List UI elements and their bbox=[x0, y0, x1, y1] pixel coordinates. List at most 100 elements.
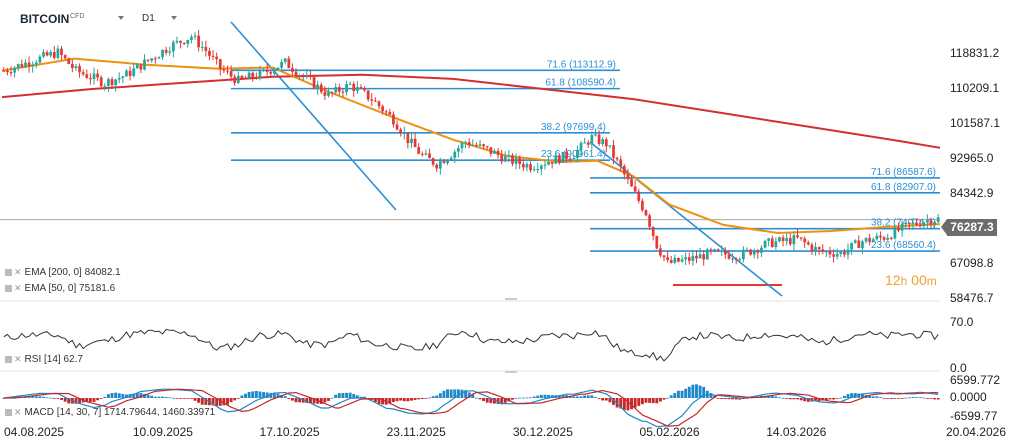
macd-histogram-bar bbox=[709, 393, 713, 398]
macd-histogram-bar bbox=[229, 398, 233, 403]
close-icon[interactable]: ✕ bbox=[14, 283, 22, 293]
macd-histogram-bar bbox=[633, 398, 637, 408]
candle-body bbox=[875, 235, 879, 240]
macd-histogram-bar bbox=[536, 395, 540, 398]
candle-body bbox=[666, 257, 669, 261]
candle-body bbox=[24, 62, 27, 68]
macd-histogram-bar bbox=[918, 397, 922, 398]
trend-line bbox=[589, 141, 783, 297]
candle-body bbox=[763, 240, 767, 248]
macd-histogram-bar bbox=[630, 398, 633, 410]
macd-histogram-bar bbox=[716, 398, 720, 399]
macd-histogram-bar bbox=[803, 398, 807, 402]
y-tick-label: 84342.9 bbox=[950, 186, 994, 200]
macd-histogram-bar bbox=[319, 398, 323, 404]
ema200-line bbox=[1, 73, 941, 149]
macd-histogram-bar bbox=[117, 393, 121, 398]
macd-histogram-bar bbox=[550, 395, 554, 398]
indicator-settings-icon[interactable] bbox=[5, 284, 12, 292]
candle-body bbox=[114, 79, 118, 86]
candle-body bbox=[273, 70, 276, 74]
x-tick-label: 17.10.2025 bbox=[260, 425, 320, 439]
candle-body bbox=[128, 70, 132, 76]
current-price-tag: 76287.3 bbox=[941, 219, 997, 236]
candle-body bbox=[204, 46, 208, 51]
macd-histogram-bar bbox=[835, 398, 839, 399]
candle-body bbox=[287, 58, 291, 69]
candle-body bbox=[749, 249, 752, 255]
close-icon[interactable]: ✕ bbox=[14, 407, 22, 417]
macd-histogram-bar bbox=[485, 398, 489, 403]
macd-histogram-bar bbox=[153, 396, 157, 398]
close-icon[interactable]: ✕ bbox=[14, 267, 22, 277]
macd-histogram-bar bbox=[406, 398, 410, 402]
indicator-settings-icon[interactable] bbox=[5, 408, 12, 416]
candle-body bbox=[713, 249, 716, 251]
symbol-title[interactable]: BITCOIN bbox=[20, 12, 70, 26]
candle-body bbox=[345, 84, 348, 93]
candle-body bbox=[633, 186, 637, 192]
macd-histogram-bar bbox=[435, 395, 439, 398]
candle-body bbox=[366, 90, 370, 100]
candle-body bbox=[283, 58, 287, 62]
candle-body bbox=[60, 48, 63, 56]
macd-histogram-bar bbox=[529, 397, 532, 399]
macd-histogram-bar bbox=[594, 397, 597, 398]
candle-body bbox=[770, 238, 774, 248]
candle-body bbox=[630, 179, 633, 187]
candle-body bbox=[824, 251, 828, 253]
candle-body bbox=[20, 64, 24, 68]
x-tick-label: 20.04.2026 bbox=[946, 425, 1006, 439]
candle-body bbox=[662, 255, 666, 258]
candle-body bbox=[85, 74, 89, 78]
candle-body bbox=[294, 71, 298, 76]
candle-body bbox=[576, 150, 579, 159]
candle-body bbox=[139, 64, 143, 70]
symbol-dropdown-icon[interactable] bbox=[118, 16, 124, 20]
close-icon[interactable]: ✕ bbox=[14, 354, 22, 364]
candle-body bbox=[392, 114, 395, 125]
candle-body bbox=[659, 248, 662, 256]
candle-body bbox=[839, 252, 843, 254]
candle-body bbox=[597, 134, 601, 145]
candle-body bbox=[691, 255, 695, 261]
candle-body bbox=[565, 151, 568, 159]
candle-body bbox=[381, 106, 384, 112]
macd-histogram-bar bbox=[648, 398, 652, 403]
y-tick-label: 67098.8 bbox=[950, 256, 994, 270]
candle-body bbox=[143, 59, 146, 70]
macd-histogram-bar bbox=[125, 394, 128, 398]
macd-histogram-bar bbox=[431, 396, 435, 398]
macd-histogram-bar bbox=[34, 396, 38, 398]
candle-body bbox=[226, 70, 229, 72]
macd-legend-label: MACD [14, 30, 7] 1714.79644, 1460.33971 bbox=[24, 407, 216, 418]
indicator-settings-icon[interactable] bbox=[5, 355, 12, 363]
timeframe-selector[interactable]: D1 bbox=[142, 13, 155, 24]
candle-body bbox=[723, 250, 727, 255]
macd-histogram-bar bbox=[45, 397, 49, 399]
ema50-legend-label: EMA [50, 0] 75181.6 bbox=[24, 283, 116, 294]
macd-histogram-bar bbox=[925, 398, 929, 399]
macd-histogram-bar bbox=[568, 395, 572, 398]
timeframe-dropdown-icon[interactable] bbox=[171, 16, 177, 20]
macd-histogram-bar bbox=[929, 398, 933, 399]
candle-body bbox=[536, 169, 540, 171]
macd-histogram-bar bbox=[500, 398, 504, 405]
macd-histogram-bar bbox=[557, 395, 561, 398]
macd-histogram-bar bbox=[637, 398, 641, 406]
indicator-settings-icon[interactable] bbox=[5, 268, 12, 276]
candle-body bbox=[864, 237, 868, 242]
macd-histogram-bar bbox=[27, 396, 31, 398]
x-tick-label: 23.11.2025 bbox=[387, 425, 446, 439]
macd-histogram-bar bbox=[399, 398, 403, 401]
candle-body bbox=[572, 158, 576, 160]
y-tick-label: 92965.0 bbox=[950, 151, 994, 165]
macd-histogram-bar bbox=[561, 395, 565, 398]
macd-histogram-bar bbox=[175, 398, 179, 399]
macd-histogram-bar bbox=[669, 395, 673, 398]
macd-histogram-bar bbox=[673, 393, 677, 398]
candle-body bbox=[348, 83, 352, 85]
macd-histogram-bar bbox=[402, 398, 406, 402]
candle-body bbox=[341, 91, 345, 93]
